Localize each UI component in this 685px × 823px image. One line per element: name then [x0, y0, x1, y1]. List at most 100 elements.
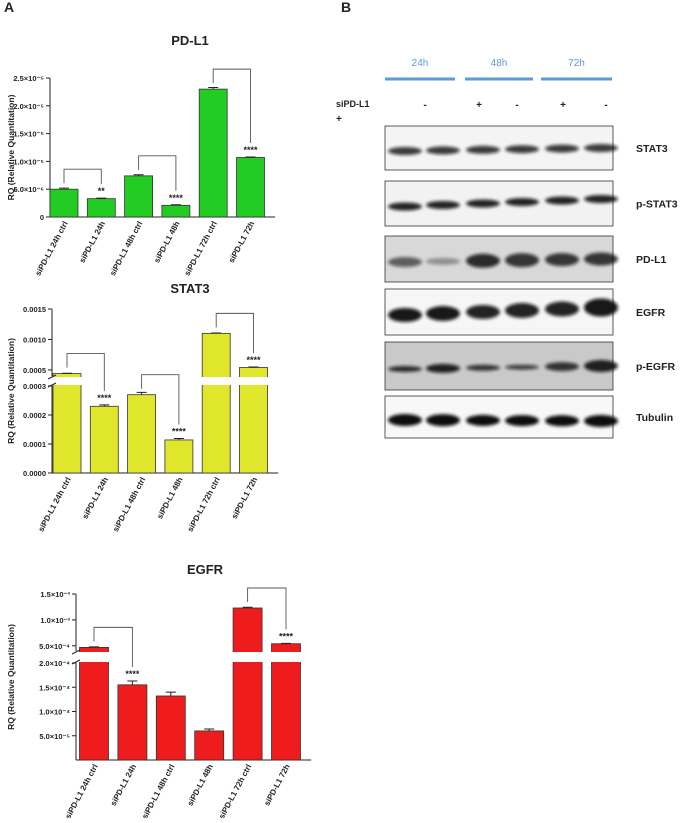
protein-label: Tubulin: [636, 412, 673, 424]
x-tick-label: siPD-L1 48h ctrl: [140, 763, 176, 818]
error-bar: [171, 205, 181, 206]
x-tick-label: siPD-L1 72h: [227, 220, 256, 265]
blot-band: [426, 201, 460, 209]
bar: [128, 395, 156, 473]
y-tick-label: 5.0×10⁻⁵: [39, 732, 70, 741]
error-bar: [96, 198, 106, 199]
x-tick-label: siPD-L1 24h ctrl: [36, 476, 72, 534]
blot-band: [584, 299, 618, 317]
protein-label: STAT3: [636, 143, 668, 155]
x-tick-label: siPD-L1 72h: [230, 476, 259, 521]
panel-label: A: [4, 0, 14, 15]
blot-band: [388, 366, 422, 372]
significance-label: ****: [97, 393, 112, 403]
x-tick-label: siPD-L1 72h ctrl: [217, 763, 253, 818]
significance-label: ****: [246, 355, 261, 365]
blot-band: [545, 302, 579, 317]
y-tick-label: 1.5×10⁻³: [40, 590, 70, 599]
y-tick-label: 1.5×10⁻⁵: [13, 130, 44, 139]
blot-band: [388, 147, 422, 155]
bar: [199, 89, 227, 217]
y-tick-label: 1.0×10⁻³: [40, 616, 70, 625]
blot-band: [584, 195, 618, 203]
blot-band: [545, 253, 579, 266]
y-tick-label: 0.0002: [23, 411, 46, 420]
error-bar: [127, 681, 137, 685]
x-tick-label: siPD-L1 48h: [186, 763, 215, 808]
axis-break: [46, 377, 280, 385]
blot-band: [466, 365, 500, 371]
time-label: 48h: [491, 58, 508, 69]
significance-label: ****: [169, 193, 184, 203]
significance-label: **: [98, 186, 106, 196]
time-label: 24h: [412, 58, 429, 69]
y-tick-label: 2.5×10⁻⁵: [13, 74, 44, 83]
blot-band: [545, 362, 579, 371]
x-tick-label: siPD-L1 24h ctrl: [63, 763, 99, 818]
bar: [87, 199, 115, 217]
treatment-mark: -: [423, 100, 426, 111]
row-label: siPD-L1: [336, 99, 370, 109]
y-tick-label: 5.0×10⁻⁴: [39, 642, 70, 651]
y-tick-label: 0: [40, 213, 44, 222]
blot-band: [388, 308, 422, 322]
bar: [50, 189, 78, 217]
x-tick-label: siPD-L1 24h: [109, 763, 138, 808]
bar: [80, 647, 109, 760]
blot-band: [466, 415, 500, 426]
blot-band: [466, 146, 500, 154]
chart-title: PD-L1: [171, 33, 209, 48]
blot-band: [466, 254, 500, 268]
x-tick-label: siPD-L1 48h: [155, 476, 184, 521]
protein-label: p-STAT3: [636, 199, 678, 211]
x-tick-label: siPD-L1 72h ctrl: [183, 220, 219, 278]
y-tick-label: 2.0×10⁻⁵: [13, 102, 44, 111]
significance-label: ****: [125, 669, 140, 679]
blot-band: [388, 414, 422, 426]
blot-band: [505, 253, 539, 267]
blot-band: [505, 415, 539, 426]
y-tick-label: 1.5×10⁻⁴: [39, 683, 70, 692]
treatment-mark: -: [515, 100, 518, 111]
bar: [233, 608, 262, 760]
x-tick-label: siPD-L1 72h: [262, 763, 291, 808]
blot-band: [505, 365, 539, 370]
y-tick-label: 0.0015: [23, 305, 46, 314]
y-tick-label: 0.0001: [23, 440, 46, 449]
y-tick-label: 0.0003: [23, 382, 46, 391]
chart-title: STAT3: [170, 281, 209, 296]
error-bar: [89, 647, 99, 648]
blot-band: [505, 145, 539, 153]
blot-band: [426, 364, 460, 373]
blot-band: [584, 415, 618, 427]
bar: [165, 440, 193, 473]
axis-break: [70, 652, 313, 662]
x-tick-label: siPD-L1 48h ctrl: [111, 476, 147, 534]
time-label: 72h: [568, 58, 585, 69]
y-tick-label: 1.0×10⁻⁴: [39, 708, 70, 717]
y-tick-label: 0.0010: [23, 335, 46, 344]
blot-band: [466, 305, 500, 319]
y-tick-label: 0.0000: [23, 469, 46, 478]
blot-band: [426, 414, 460, 426]
y-axis-label: RQ (Relative Quantitation): [6, 338, 16, 444]
significance-label: ****: [243, 145, 258, 155]
x-tick-label: siPD-L1 48h: [152, 220, 181, 265]
x-tick-label: siPD-L1 24h: [81, 476, 110, 521]
protein-label: p-EGFR: [636, 361, 675, 373]
blot-band: [426, 306, 460, 321]
blot-band: [388, 257, 422, 267]
y-axis-label: RQ (Relative Quantitation): [6, 624, 16, 730]
bar: [202, 333, 230, 473]
bar: [162, 205, 190, 217]
blot-band: [584, 253, 618, 266]
x-tick-label: siPD-L1 72h ctrl: [186, 476, 222, 534]
bar: [156, 696, 185, 760]
bar: [90, 406, 118, 473]
protein-label: EGFR: [636, 307, 666, 319]
treatment-mark: +: [336, 114, 342, 125]
bar: [237, 158, 265, 217]
bar: [125, 176, 153, 217]
blot-band: [426, 146, 460, 154]
